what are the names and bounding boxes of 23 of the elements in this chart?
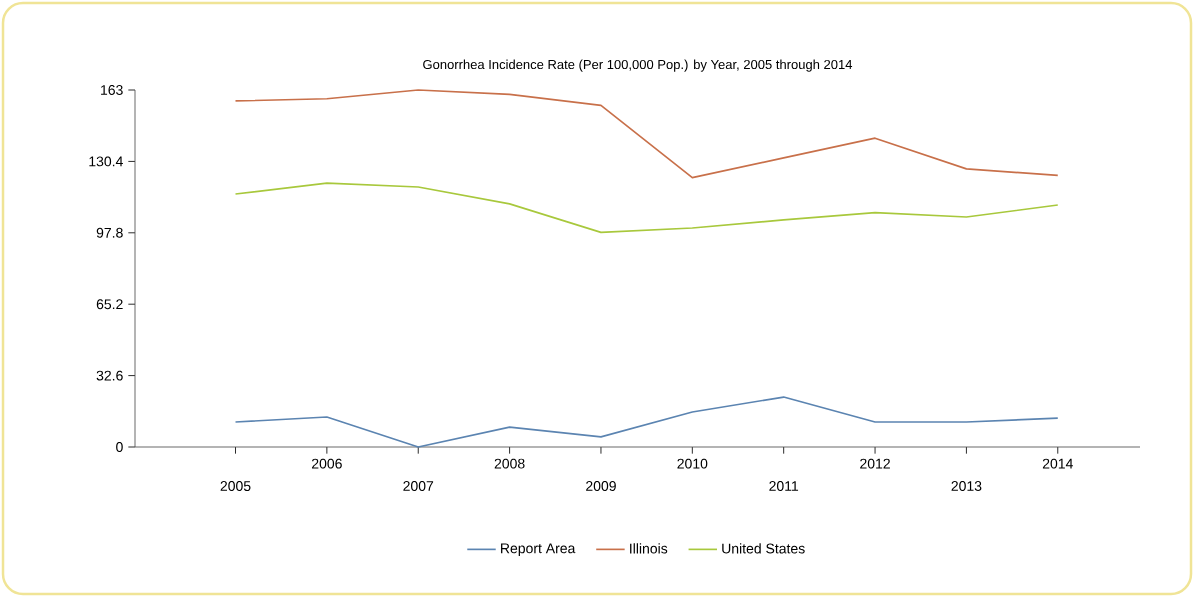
legend-label: United States (722, 543, 805, 554)
y-tick-label: 130.4 (89, 156, 123, 167)
y-tick-label: 65.2 (96, 299, 123, 310)
x-tick-label: 2011 (769, 481, 799, 491)
x-tick-label: 2014 (1042, 458, 1073, 469)
line-series (234, 396, 1059, 448)
x-tick-label: 2008 (494, 458, 525, 469)
x-tick-label: 2012 (860, 458, 890, 469)
legend-label: Illinois (630, 543, 668, 554)
x-tick-label: 2010 (677, 458, 708, 469)
legend-label: Report Area (501, 543, 576, 557)
y-tick-label: 97.8 (96, 227, 123, 238)
x-tick-label: 2007 (403, 481, 434, 491)
y-tick-label: 32.6 (96, 370, 123, 381)
x-tick-label: 2006 (312, 458, 342, 469)
y-tick-label: 0 (116, 442, 123, 452)
line-series (234, 182, 1059, 234)
x-tick-label: 2013 (951, 481, 982, 491)
line-series (234, 89, 1059, 179)
x-tick-label: 2009 (586, 481, 616, 491)
x-tick-label: 2005 (220, 481, 251, 491)
y-tick-label: 163 (101, 85, 123, 95)
chart-title: Gonorrhea Incidence Rate (Per 100,000 Pop.) by Year, 2005 through 2014 (423, 59, 853, 72)
